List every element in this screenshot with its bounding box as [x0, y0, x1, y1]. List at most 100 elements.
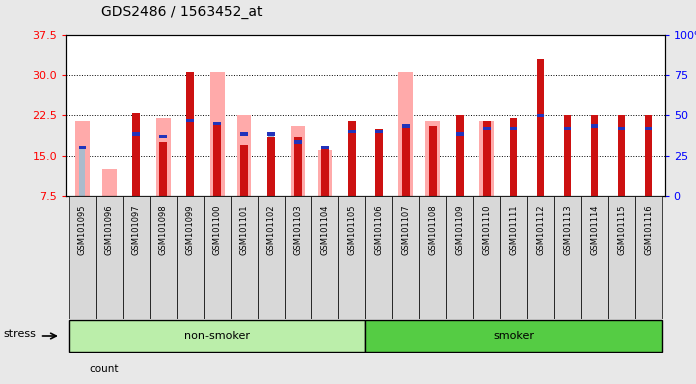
- Bar: [403, 126, 409, 196]
- Bar: [156, 118, 171, 196]
- Bar: [267, 137, 275, 196]
- Text: GSM101103: GSM101103: [294, 204, 303, 255]
- Bar: [204, 196, 230, 319]
- Text: stress: stress: [3, 329, 36, 339]
- Bar: [159, 135, 167, 138]
- Bar: [608, 196, 635, 319]
- Bar: [79, 147, 86, 196]
- Bar: [591, 115, 599, 196]
- Text: GDS2486 / 1563452_at: GDS2486 / 1563452_at: [101, 5, 262, 19]
- Bar: [187, 72, 194, 196]
- Bar: [237, 115, 251, 196]
- Text: GSM101108: GSM101108: [428, 204, 437, 255]
- Text: GSM101097: GSM101097: [132, 204, 141, 255]
- Bar: [429, 126, 436, 196]
- Text: GSM101113: GSM101113: [563, 204, 572, 255]
- Bar: [159, 142, 167, 196]
- Bar: [348, 121, 356, 196]
- Bar: [581, 196, 608, 319]
- Bar: [321, 147, 329, 196]
- Bar: [618, 127, 625, 130]
- Text: GSM101116: GSM101116: [644, 204, 653, 255]
- Bar: [177, 196, 204, 319]
- Bar: [425, 121, 440, 196]
- Bar: [402, 124, 410, 127]
- Bar: [483, 121, 491, 196]
- Bar: [375, 129, 383, 196]
- Text: GSM101102: GSM101102: [267, 204, 276, 255]
- Bar: [456, 115, 464, 196]
- Bar: [348, 130, 356, 133]
- Bar: [187, 119, 194, 122]
- Bar: [402, 126, 410, 196]
- Bar: [537, 114, 544, 117]
- Bar: [473, 196, 500, 319]
- Text: GSM101106: GSM101106: [374, 204, 383, 255]
- Bar: [398, 72, 413, 196]
- Text: GSM101109: GSM101109: [455, 204, 464, 255]
- Bar: [75, 121, 90, 196]
- Text: GSM101098: GSM101098: [159, 204, 168, 255]
- Bar: [294, 137, 302, 196]
- Bar: [132, 132, 140, 136]
- Bar: [268, 134, 274, 196]
- Text: non-smoker: non-smoker: [184, 331, 250, 341]
- Bar: [290, 126, 306, 196]
- Text: GSM101099: GSM101099: [186, 204, 195, 255]
- Bar: [338, 196, 365, 319]
- Bar: [480, 121, 494, 196]
- Bar: [258, 196, 285, 319]
- Text: GSM101112: GSM101112: [536, 204, 545, 255]
- Text: GSM101114: GSM101114: [590, 204, 599, 255]
- Bar: [591, 124, 599, 127]
- Text: GSM101104: GSM101104: [320, 204, 329, 255]
- Text: count: count: [90, 364, 119, 374]
- Bar: [644, 115, 652, 196]
- Bar: [564, 127, 571, 130]
- Bar: [393, 196, 419, 319]
- Bar: [312, 196, 338, 319]
- Bar: [230, 196, 258, 319]
- Bar: [150, 196, 177, 319]
- Bar: [618, 115, 625, 196]
- Bar: [365, 196, 393, 319]
- Text: GSM101107: GSM101107: [402, 204, 411, 255]
- Bar: [321, 146, 329, 149]
- Bar: [419, 196, 446, 319]
- Bar: [510, 118, 517, 196]
- Bar: [69, 196, 96, 319]
- Bar: [214, 122, 221, 125]
- Bar: [96, 196, 122, 319]
- Text: GSM101096: GSM101096: [105, 204, 113, 255]
- Bar: [267, 132, 275, 136]
- Text: GSM101100: GSM101100: [212, 204, 221, 255]
- Bar: [285, 196, 312, 319]
- Text: GSM101095: GSM101095: [78, 204, 87, 255]
- Bar: [294, 141, 302, 144]
- Bar: [132, 113, 140, 196]
- Bar: [365, 320, 662, 352]
- Bar: [209, 72, 225, 196]
- Bar: [483, 127, 491, 130]
- Bar: [564, 115, 571, 196]
- Bar: [430, 129, 436, 196]
- Bar: [79, 146, 86, 149]
- Bar: [102, 169, 117, 196]
- Text: GSM101111: GSM101111: [509, 204, 519, 255]
- Text: smoker: smoker: [493, 331, 535, 341]
- Bar: [527, 196, 554, 319]
- Bar: [122, 196, 150, 319]
- Bar: [446, 196, 473, 319]
- Text: GSM101105: GSM101105: [347, 204, 356, 255]
- Bar: [456, 132, 464, 136]
- Bar: [635, 196, 662, 319]
- Bar: [214, 123, 221, 196]
- Bar: [240, 132, 248, 136]
- Bar: [375, 130, 383, 133]
- Bar: [554, 196, 581, 319]
- Bar: [510, 127, 517, 130]
- Bar: [644, 127, 652, 130]
- Text: GSM101115: GSM101115: [617, 204, 626, 255]
- Bar: [69, 320, 365, 352]
- Bar: [537, 59, 544, 196]
